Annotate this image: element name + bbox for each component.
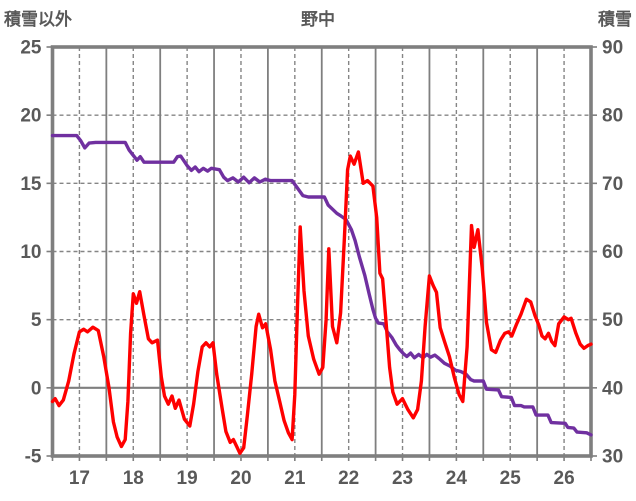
x-axis-tick-label: 26 (554, 468, 575, 489)
y-right-tick-label: 90 (602, 38, 623, 59)
x-axis-tick-label: 23 (392, 468, 413, 489)
series-line-snow-depth (50, 133, 593, 437)
x-axis-tick-label: 25 (500, 468, 522, 489)
y-left-tick-label: 25 (20, 38, 42, 59)
x-axis-tick-label: 24 (446, 468, 468, 489)
left-axis-title: 積雪以外 (4, 10, 72, 29)
y-right-tick-label: 70 (602, 174, 623, 195)
x-axis-tick-label: 20 (230, 468, 251, 489)
x-axis-tick-label: 22 (338, 468, 359, 489)
x-axis-tick-label: 21 (284, 468, 306, 489)
y-right-tick-label: 40 (602, 378, 623, 399)
y-right-tick-label: 30 (602, 447, 623, 468)
y-left-tick-label: 20 (20, 106, 41, 127)
y-left-tick-label: 5 (31, 310, 42, 331)
right-axis-title: 積雪 (598, 10, 632, 29)
x-axis-tick-label: 18 (123, 468, 144, 489)
y-left-tick-label: 10 (20, 242, 41, 263)
y-left-tick-label: -5 (25, 447, 42, 468)
y-right-tick-label: 60 (602, 242, 623, 263)
y-left-tick-label: 15 (20, 174, 42, 195)
series-line-non-snow (50, 150, 593, 455)
x-axis-tick-label: 19 (177, 468, 198, 489)
y-left-tick-label: 0 (31, 378, 42, 399)
x-axis-tick-label: 17 (69, 468, 90, 489)
plot-border (50, 45, 593, 458)
chart-title: 野中 (301, 10, 335, 29)
y-right-tick-label: 50 (602, 310, 623, 331)
y-right-tick-label: 80 (602, 106, 623, 127)
